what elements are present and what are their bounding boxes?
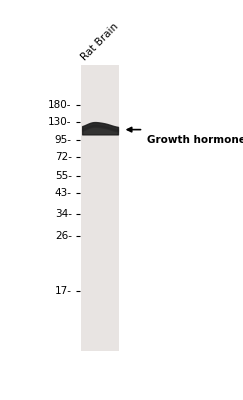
Text: 55-: 55-: [55, 171, 72, 181]
Text: 26-: 26-: [55, 231, 72, 241]
Text: Growth hormone receptor: Growth hormone receptor: [147, 135, 243, 145]
Text: 17-: 17-: [55, 286, 72, 296]
Text: Rat Brain: Rat Brain: [79, 22, 121, 63]
Text: 130-: 130-: [48, 117, 72, 127]
Bar: [81, 65, 119, 351]
Text: 95-: 95-: [55, 135, 72, 145]
Text: 180-: 180-: [48, 100, 72, 110]
Text: 34-: 34-: [55, 209, 72, 219]
Text: 72-: 72-: [55, 152, 72, 162]
Text: 43-: 43-: [55, 188, 72, 198]
